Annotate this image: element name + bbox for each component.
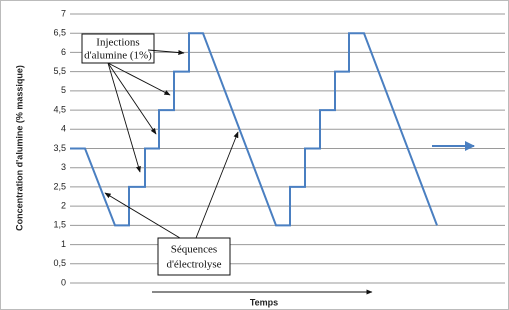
grid: 0 0,5 1 1,5 2 2,5 3 3,5 4 4,5 5 5,5 6 6,5 7 [53, 8, 505, 287]
series [70, 32, 438, 227]
annotation-injections: Injections d'alumine (1%) [81, 33, 185, 173]
y-tick-label: 1,5 [53, 220, 66, 230]
y-axis-label: Concentration d'alumine (% massique) [14, 65, 24, 231]
arrow [107, 62, 171, 96]
y-tick-label: 2,5 [53, 181, 66, 191]
y-tick-label: 4,5 [53, 104, 66, 114]
arrow [147, 49, 185, 56]
line-series [70, 32, 438, 227]
y-tick-label: 1 [61, 239, 66, 249]
x-axis-label: Temps [250, 297, 278, 307]
annotation-electrolyse: Séquences d'électrolyse [104, 131, 239, 276]
annotation-box [81, 33, 155, 64]
arrow [104, 192, 181, 239]
y-tick-label: 4 [61, 124, 66, 134]
annotation-text: d'alumine (1%) [84, 50, 152, 62]
arrow [107, 62, 141, 173]
y-tick-label: 0,5 [53, 258, 66, 268]
y-tick-label: 0 [61, 277, 66, 287]
y-tick-label: 5,5 [53, 66, 66, 76]
y-tick-label: 5 [61, 85, 66, 95]
annotation-box [157, 237, 231, 276]
y-tick-label: 2 [61, 201, 66, 211]
arrow [195, 131, 239, 239]
annotation-text: Séquences [171, 244, 217, 256]
annotation-text: Injections [96, 37, 139, 49]
y-tick-label: 6 [61, 47, 66, 57]
annotation-text: d'électrolyse [166, 259, 221, 271]
arrow [107, 62, 157, 135]
y-tick-label: 3,5 [53, 143, 66, 153]
y-tick-label: 3 [61, 162, 66, 172]
y-tick-label: 6,5 [53, 28, 66, 38]
y-tick-label: 7 [61, 8, 66, 18]
